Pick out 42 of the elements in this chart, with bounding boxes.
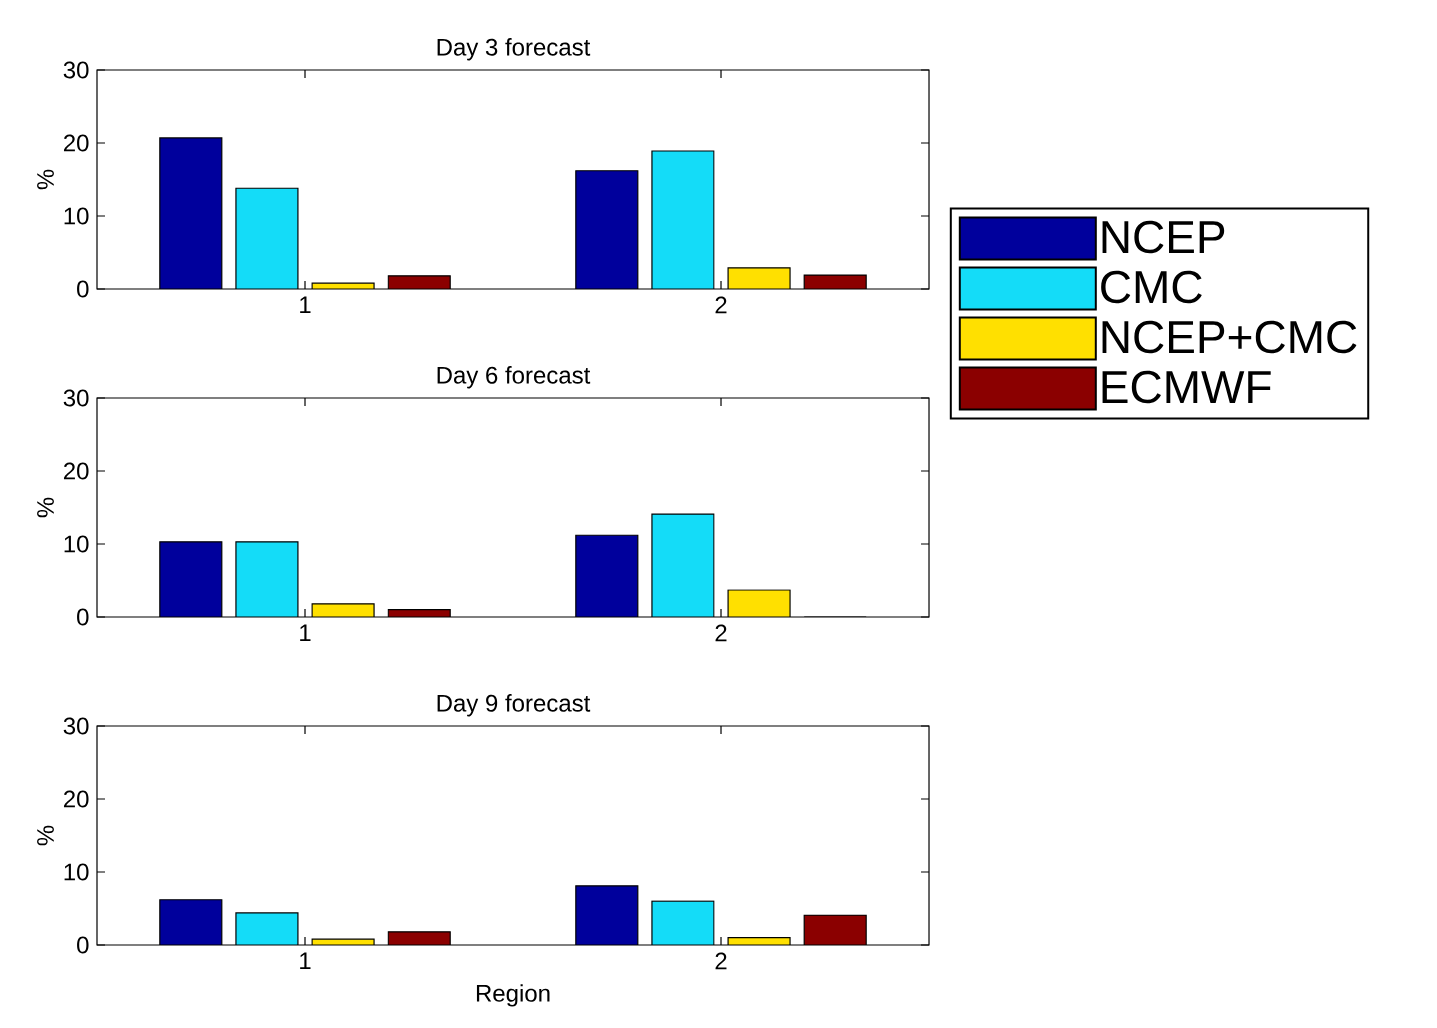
x-tick-label: 1 — [300, 296, 311, 314]
chart-title: Day 3 forecast — [437, 38, 591, 61]
y-tick-label: 30 — [63, 717, 89, 735]
chart-title: Day 9 forecast — [437, 694, 591, 717]
legend-label: ECMWF — [1102, 370, 1271, 404]
y-tick-label: 0 — [77, 280, 89, 298]
y-tick-label: 30 — [63, 61, 89, 79]
x-axis-title: Region — [476, 984, 550, 1007]
bar — [235, 187, 299, 289]
bar — [651, 150, 715, 289]
y-tick-label: 10 — [64, 207, 89, 225]
x-tick-label: 1 — [300, 952, 311, 970]
bar — [575, 885, 639, 945]
y-tick-label: 30 — [63, 389, 89, 407]
bar — [159, 899, 223, 945]
y-tick-label: 20 — [63, 134, 89, 152]
x-tick-label: 2 — [715, 952, 727, 970]
y-tick-label: 10 — [64, 863, 89, 881]
x-tick-label: 2 — [715, 624, 727, 642]
x-tick-label: 2 — [715, 296, 727, 314]
y-axis-title: % — [37, 169, 54, 190]
bar — [235, 912, 299, 945]
bar — [159, 137, 223, 289]
y-tick-label: 20 — [63, 462, 89, 480]
chart-title: Day 6 forecast — [437, 366, 591, 389]
bar — [575, 170, 639, 289]
y-axis-title: % — [37, 497, 54, 518]
x-tick-label: 1 — [300, 624, 311, 642]
bar — [651, 513, 715, 617]
y-tick-label: 0 — [77, 608, 89, 626]
bar — [575, 534, 639, 617]
bar — [651, 900, 715, 945]
y-axis-title: % — [37, 825, 54, 846]
bar — [159, 541, 223, 617]
y-tick-label: 0 — [77, 936, 89, 954]
bar — [235, 541, 299, 617]
y-tick-label: 10 — [64, 535, 89, 553]
legend-label: CMC — [1101, 270, 1202, 304]
legend-label: NCEP+CMC — [1102, 320, 1357, 354]
bar — [803, 914, 867, 945]
legend-label: NCEP — [1102, 220, 1225, 254]
y-tick-label: 20 — [63, 790, 89, 808]
